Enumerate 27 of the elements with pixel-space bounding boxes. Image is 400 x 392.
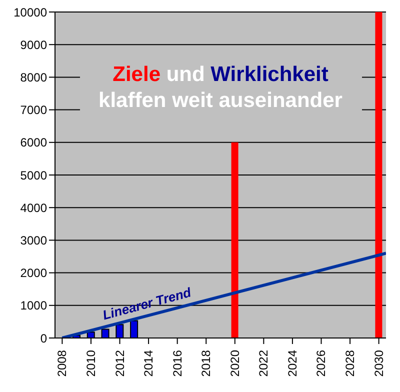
y-tick-label: 10000 xyxy=(14,5,48,20)
annotation: Linearer Trend xyxy=(101,284,194,323)
y-tick-label: 9000 xyxy=(20,38,48,52)
y-tick-label: 2000 xyxy=(20,266,48,280)
x-tick-label: 2028 xyxy=(343,350,358,377)
bar xyxy=(231,142,238,338)
y-tick-label: 4000 xyxy=(20,200,48,215)
y-tick-label: 7000 xyxy=(20,103,48,118)
x-tick-label: 2030 xyxy=(372,350,386,377)
y-tick-label: 3000 xyxy=(20,233,48,248)
x-tick-label: 2020 xyxy=(228,350,242,377)
x-tick-label: 2010 xyxy=(84,350,98,377)
x-tick-label: 2016 xyxy=(170,350,184,377)
y-tick-label: 1000 xyxy=(20,298,48,313)
x-tick-label: 2008 xyxy=(55,350,70,377)
x-tick-label: 2026 xyxy=(314,350,328,377)
y-tick-label: 6000 xyxy=(20,136,48,150)
y-tick-label: 0 xyxy=(40,331,48,346)
x-tick-label: 2024 xyxy=(285,350,300,377)
y-tick-label: 5000 xyxy=(20,168,48,182)
bar xyxy=(375,12,382,338)
y-tick-label: 8000 xyxy=(20,70,48,84)
x-tick-label: 2018 xyxy=(199,350,214,377)
x-tick-label: 2022 xyxy=(256,350,271,377)
chart-title: Ziele und Wirklichkeit klaffen weit auseinander xyxy=(98,63,342,112)
x-tick-label: 2014 xyxy=(142,350,156,377)
x-tick-label: 2012 xyxy=(112,350,127,377)
